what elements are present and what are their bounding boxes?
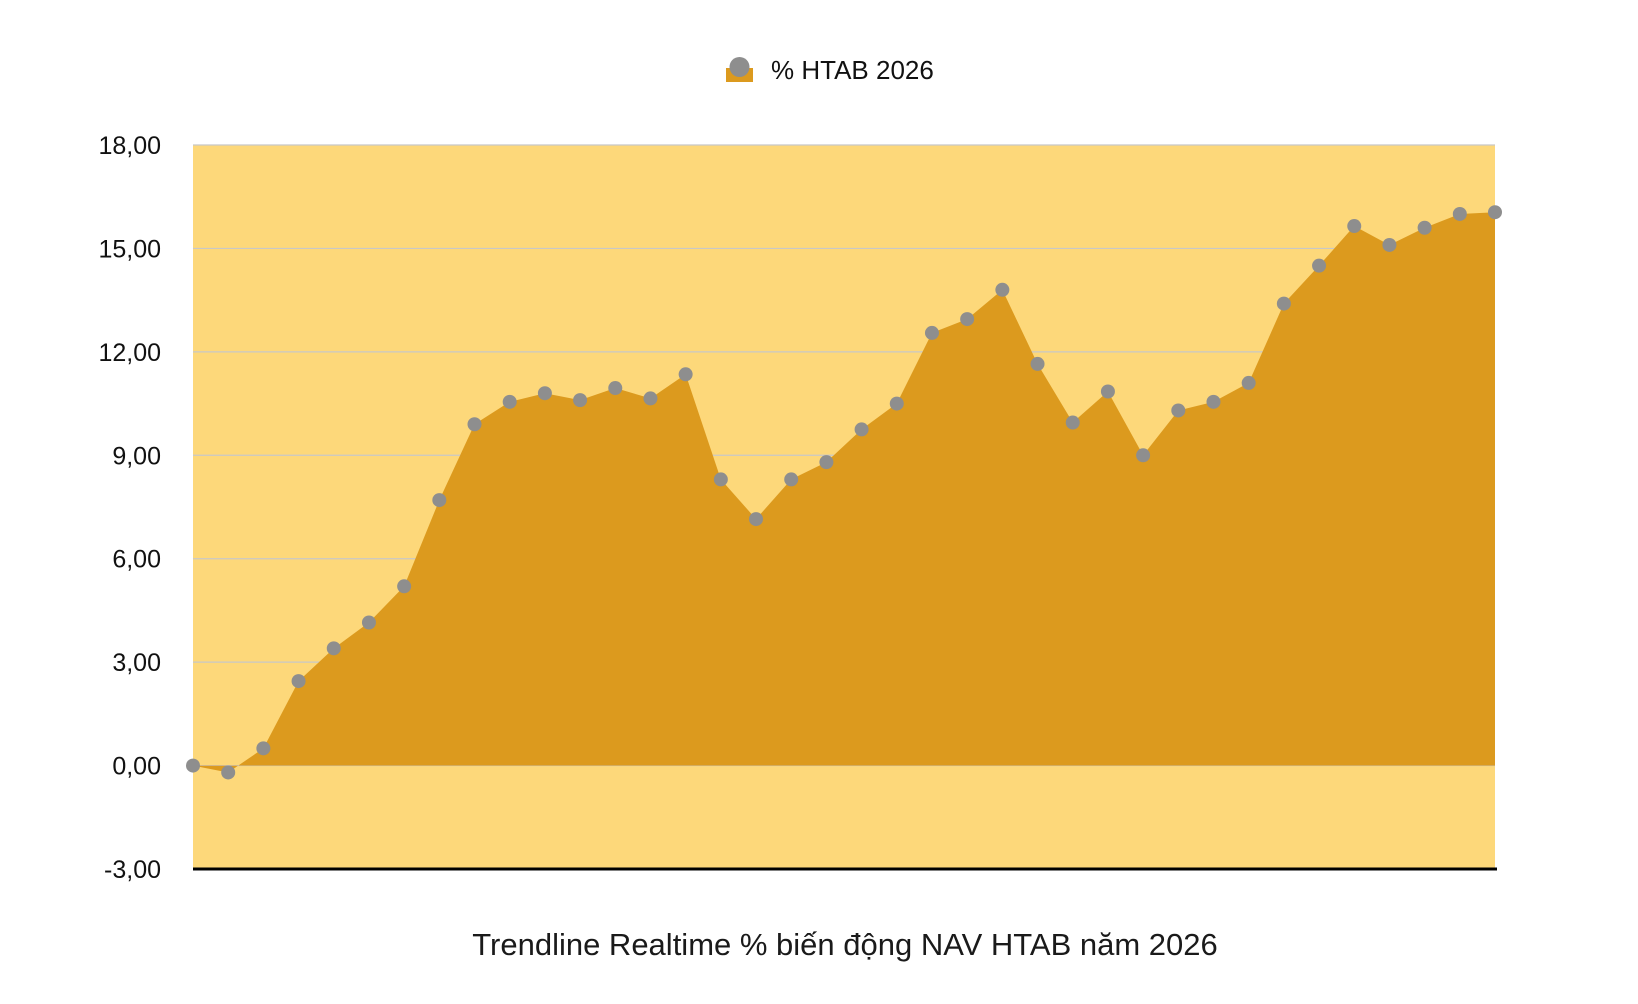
data-point bbox=[608, 381, 623, 396]
data-point bbox=[1136, 448, 1151, 463]
x-axis-label: Trendline Realtime % biến động NAV HTAB … bbox=[472, 927, 1218, 962]
y-tick-label: 9,00 bbox=[112, 442, 161, 470]
data-point bbox=[537, 386, 552, 401]
data-point bbox=[678, 367, 693, 382]
y-tick-label: 18,00 bbox=[98, 132, 161, 160]
data-point bbox=[784, 472, 799, 487]
data-point bbox=[326, 641, 341, 656]
data-point bbox=[397, 579, 412, 594]
data-point bbox=[186, 758, 200, 773]
y-axis-tick-labels: -3,00 0,00 3,00 6,00 9,00 12,00 15,00 18,00 bbox=[98, 132, 161, 884]
data-point bbox=[1452, 206, 1467, 221]
data-point bbox=[1347, 219, 1362, 234]
data-point bbox=[467, 417, 482, 432]
series-area bbox=[193, 212, 1495, 773]
data-point bbox=[889, 396, 904, 411]
data-point bbox=[1417, 220, 1432, 235]
series-markers bbox=[186, 205, 1502, 780]
data-point bbox=[502, 394, 517, 409]
y-tick-label: 15,00 bbox=[98, 235, 161, 263]
legend-swatch-marker bbox=[729, 57, 750, 77]
y-tick-label: -3,00 bbox=[104, 856, 161, 884]
data-point bbox=[819, 455, 834, 470]
y-tick-label: 12,00 bbox=[98, 339, 161, 367]
data-point bbox=[643, 391, 658, 406]
y-tick-label: 6,00 bbox=[112, 546, 161, 574]
data-point bbox=[960, 312, 975, 327]
data-point bbox=[432, 493, 447, 508]
data-point bbox=[1276, 296, 1291, 311]
data-point bbox=[713, 472, 728, 487]
data-point bbox=[854, 422, 869, 437]
data-point bbox=[1206, 394, 1221, 409]
data-point bbox=[1488, 205, 1502, 220]
data-point bbox=[1382, 237, 1397, 252]
data-point bbox=[291, 674, 306, 689]
data-point bbox=[1065, 415, 1080, 430]
data-point bbox=[1100, 384, 1115, 399]
data-point bbox=[1030, 356, 1045, 371]
data-point bbox=[573, 393, 588, 408]
legend-label: % HTAB 2026 bbox=[771, 55, 934, 85]
data-point bbox=[221, 765, 236, 780]
y-tick-label: 0,00 bbox=[112, 753, 161, 781]
data-point bbox=[924, 325, 939, 340]
data-point bbox=[256, 741, 271, 756]
data-point bbox=[749, 512, 764, 527]
data-point bbox=[361, 615, 376, 630]
data-point bbox=[1312, 258, 1327, 273]
legend: % HTAB 2026 bbox=[726, 55, 934, 85]
y-tick-label: 3,00 bbox=[112, 649, 161, 677]
data-point bbox=[1171, 403, 1186, 418]
data-point bbox=[995, 282, 1010, 297]
data-point bbox=[1241, 375, 1256, 390]
